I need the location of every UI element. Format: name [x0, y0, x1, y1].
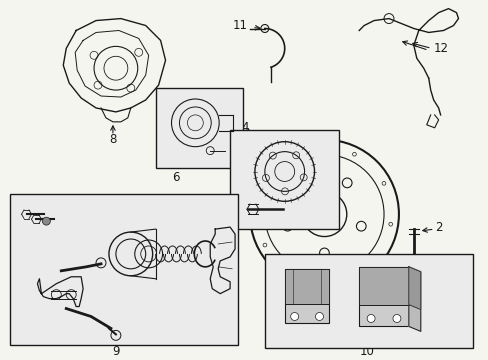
Circle shape: [290, 312, 298, 320]
Circle shape: [42, 217, 50, 225]
Bar: [10, 194, 238, 345]
Text: 2: 2: [434, 221, 442, 234]
Circle shape: [366, 315, 374, 323]
Bar: [359, 267, 408, 305]
Text: 11: 11: [232, 19, 247, 32]
Text: 4: 4: [241, 121, 248, 134]
Text: 10: 10: [359, 345, 374, 358]
Bar: [264, 254, 472, 348]
Bar: [284, 269, 329, 303]
Circle shape: [392, 315, 400, 323]
Text: 3: 3: [434, 270, 442, 283]
Polygon shape: [408, 267, 420, 332]
Text: 6: 6: [171, 171, 179, 184]
Text: 9: 9: [112, 345, 120, 358]
Bar: [230, 130, 339, 229]
Bar: [284, 269, 329, 323]
Polygon shape: [408, 267, 420, 310]
Text: 5: 5: [218, 213, 225, 226]
Text: 1: 1: [305, 143, 313, 156]
Text: 8: 8: [109, 133, 116, 146]
Circle shape: [315, 312, 323, 320]
Text: 7: 7: [233, 163, 240, 176]
Bar: [359, 267, 408, 327]
Text: 12: 12: [433, 42, 448, 55]
Bar: [155, 88, 243, 167]
